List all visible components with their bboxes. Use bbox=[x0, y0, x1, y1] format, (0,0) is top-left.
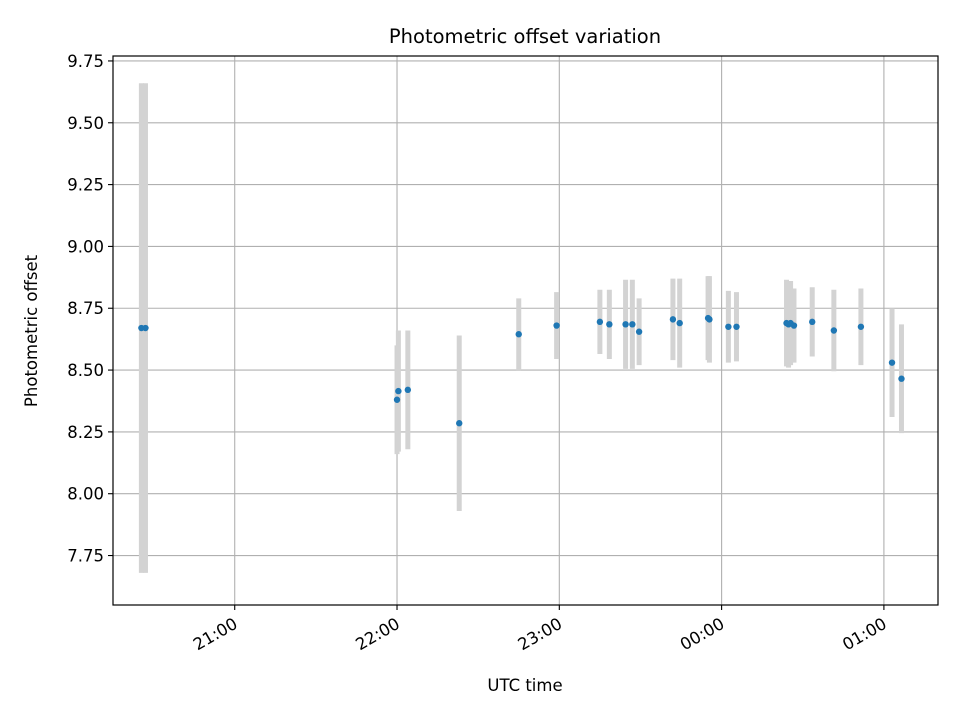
x-tick-label: 01:00 bbox=[839, 614, 890, 654]
data-point bbox=[790, 322, 798, 329]
data-point bbox=[898, 375, 905, 382]
data-point-layer bbox=[138, 314, 905, 427]
data-point bbox=[622, 321, 629, 328]
data-point bbox=[706, 316, 713, 323]
y-tick-label: 7.75 bbox=[67, 547, 104, 566]
chart-title: Photometric offset variation bbox=[389, 25, 661, 48]
data-point bbox=[676, 319, 683, 327]
data-point bbox=[809, 318, 816, 326]
y-tick-label: 8.00 bbox=[67, 485, 104, 504]
data-point bbox=[857, 323, 865, 330]
y-tick-label: 8.50 bbox=[67, 361, 104, 380]
data-point bbox=[635, 328, 643, 335]
grid-layer bbox=[113, 56, 938, 605]
x-tick-label: 23:00 bbox=[515, 614, 566, 654]
data-point bbox=[888, 359, 896, 366]
x-tick-label: 00:00 bbox=[677, 614, 728, 654]
data-point bbox=[393, 396, 401, 403]
data-point bbox=[606, 321, 613, 328]
x-tick-label: 22:00 bbox=[352, 614, 403, 654]
y-axis-label: Photometric offset bbox=[22, 254, 41, 407]
data-point bbox=[669, 316, 677, 323]
data-point bbox=[404, 386, 412, 394]
data-point bbox=[515, 331, 522, 338]
x-tick-label: 21:00 bbox=[190, 614, 241, 654]
data-point bbox=[395, 387, 402, 395]
data-point bbox=[456, 420, 463, 427]
data-point bbox=[629, 321, 636, 328]
y-tick-label: 9.75 bbox=[67, 52, 104, 71]
data-point bbox=[596, 318, 604, 326]
tick-layer: 21:00 22:00 23:00 00:00 01:00 7.75 8.00 8.25 8.5… bbox=[67, 52, 890, 654]
y-tick-label: 8.25 bbox=[67, 423, 104, 442]
y-tick-label: 9.00 bbox=[67, 237, 104, 256]
y-tick-label: 8.75 bbox=[67, 299, 104, 318]
y-tick-label: 9.50 bbox=[67, 114, 104, 133]
x-axis-label: UTC time bbox=[487, 676, 562, 695]
data-point bbox=[142, 324, 149, 332]
plot-frame bbox=[112, 55, 939, 606]
data-point bbox=[830, 327, 838, 334]
data-point bbox=[725, 323, 732, 330]
y-tick-label: 9.25 bbox=[67, 176, 104, 195]
data-point bbox=[733, 323, 740, 330]
data-point bbox=[553, 322, 560, 329]
error-bar-layer bbox=[138, 83, 904, 573]
